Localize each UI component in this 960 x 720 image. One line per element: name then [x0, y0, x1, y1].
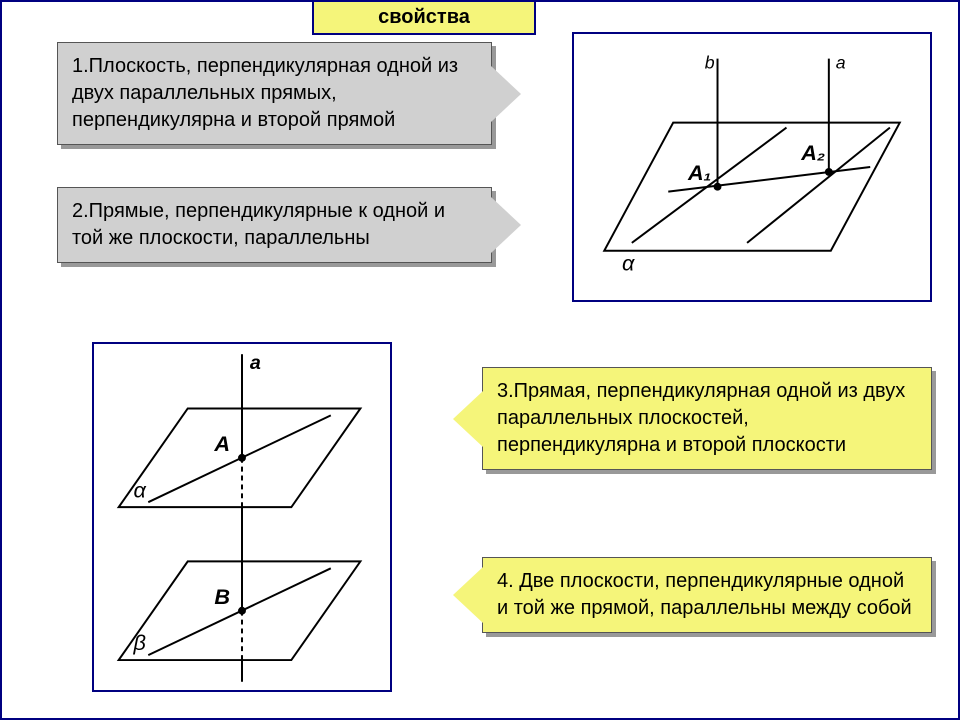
title-badge: свойства — [312, 0, 536, 35]
slant-1 — [632, 128, 787, 243]
label-alpha: α — [622, 250, 635, 275]
callout-3-arrow — [453, 391, 483, 447]
callout-3-text: 3.Прямая, перпендикулярная одной из двух… — [497, 380, 905, 456]
slide-container: свойства 1.Плоскость, перпендикулярная о… — [0, 0, 960, 720]
callout-1-text: 1.Плоскость, перпендикулярная одной из д… — [72, 55, 458, 131]
point-a2 — [825, 168, 833, 176]
callout-1-arrow — [491, 66, 521, 122]
label-a1: A₁ — [687, 160, 711, 185]
callout-2-text: 2.Прямые, перпендикулярные к одной и той… — [72, 200, 445, 249]
label-b: b — [705, 52, 715, 72]
diagram-1: b a A₁ A₂ α — [572, 32, 932, 302]
label-alpha-2: α — [133, 477, 146, 502]
label-a2: A₂ — [800, 140, 825, 165]
label-line-a: a — [250, 352, 261, 374]
callout-1: 1.Плоскость, перпендикулярная одной из д… — [57, 42, 492, 145]
label-point-a: A — [213, 431, 230, 456]
callout-4: 4. Две плоскости, перпендикулярные одной… — [482, 557, 932, 633]
callout-4-arrow — [453, 567, 483, 623]
label-beta: β — [132, 630, 145, 655]
point-b — [238, 607, 246, 615]
callout-4-text: 4. Две плоскости, перпендикулярные одной… — [497, 570, 912, 619]
diagram-2: a A B α β — [92, 342, 392, 692]
diagram-2-svg: a A B α β — [94, 344, 390, 690]
callout-3: 3.Прямая, перпендикулярная одной из двух… — [482, 367, 932, 470]
diagram-1-svg: b a A₁ A₂ α — [574, 34, 930, 300]
point-a1 — [714, 183, 722, 191]
label-point-b: B — [214, 584, 230, 609]
callout-2: 2.Прямые, перпендикулярные к одной и той… — [57, 187, 492, 263]
callout-2-arrow — [491, 197, 521, 253]
point-a — [238, 454, 246, 462]
label-a: a — [836, 52, 846, 72]
title-text: свойства — [378, 6, 470, 28]
